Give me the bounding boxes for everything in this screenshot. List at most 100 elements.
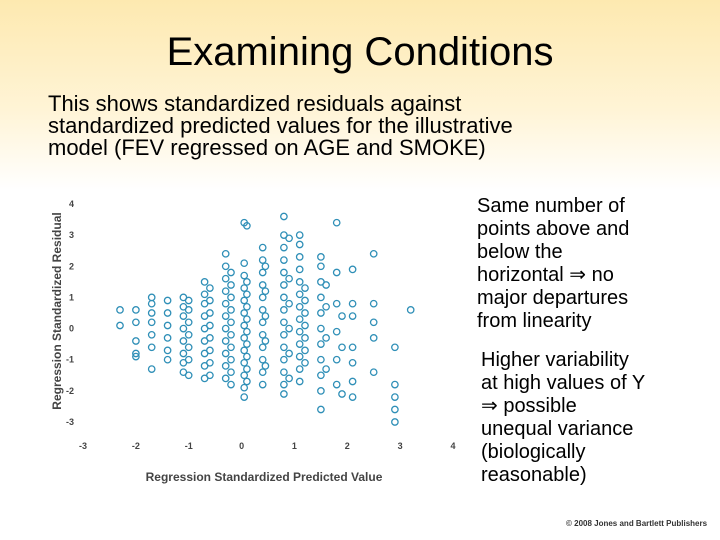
data-point: [258, 256, 267, 264]
data-point: [317, 355, 325, 364]
data-point: [221, 262, 230, 271]
data-point: [243, 221, 251, 230]
data-point: [243, 327, 251, 336]
data-point: [163, 296, 172, 305]
data-point: [285, 374, 293, 383]
data-point: [221, 312, 230, 320]
data-point: [227, 330, 235, 339]
data-point: [295, 240, 304, 249]
data-point: [243, 290, 251, 299]
data-point: [206, 371, 214, 380]
data-point: [206, 296, 214, 305]
data-point: [206, 284, 214, 292]
note-line: unequal variance: [481, 418, 634, 440]
data-point: [221, 324, 230, 333]
data-point: [184, 318, 193, 327]
data-point: [227, 368, 235, 377]
data-point: [285, 324, 293, 333]
data-point: [227, 306, 235, 314]
data-point: [163, 346, 172, 355]
intro-line: standardized predicted values for the il…: [48, 113, 513, 138]
data-point: [317, 387, 325, 395]
data-point: [285, 274, 293, 283]
data-point: [348, 265, 357, 274]
data-point: [332, 380, 341, 389]
y-tick-label: 4: [69, 199, 74, 209]
data-point: [243, 340, 251, 348]
data-point: [258, 293, 267, 302]
data-point: [147, 343, 156, 352]
data-point: [227, 281, 235, 289]
data-point: [240, 309, 249, 317]
data-point: [317, 293, 325, 302]
data-point: [369, 334, 378, 342]
data-point: [179, 337, 188, 345]
note-line: points above and: [477, 218, 630, 240]
data-point: [132, 352, 140, 361]
data-point: [147, 299, 156, 308]
data-point: [369, 318, 378, 327]
data-point: [280, 355, 288, 364]
data-point: [317, 340, 325, 348]
data-point: [184, 306, 193, 314]
data-point: [200, 290, 209, 299]
y-axis-ticks: -3 -2 -1 0 1 2 3 4: [66, 199, 74, 427]
data-point: [285, 349, 293, 358]
data-point: [184, 371, 193, 380]
data-point: [406, 306, 415, 314]
scatter-points: [116, 212, 415, 426]
data-point: [280, 306, 288, 314]
data-point: [332, 327, 341, 336]
data-point: [295, 290, 304, 299]
x-axis-title: Regression Standardized Predicted Value: [146, 470, 383, 484]
data-point: [243, 352, 251, 361]
data-point: [285, 234, 293, 243]
data-point: [206, 309, 214, 317]
x-tick-label: -2: [132, 441, 140, 451]
data-point: [147, 330, 156, 339]
data-point: [332, 355, 341, 364]
data-point: [206, 334, 214, 342]
data-point: [348, 377, 357, 386]
data-point: [295, 377, 304, 386]
data-point: [116, 306, 124, 314]
x-tick-label: 1: [292, 441, 297, 451]
data-point: [295, 253, 304, 261]
data-point: [221, 299, 230, 308]
linearity-note: Same number of points above and below th…: [477, 195, 707, 333]
data-point: [116, 321, 124, 330]
data-point: [369, 249, 378, 258]
data-point: [221, 337, 230, 345]
data-point: [243, 365, 251, 373]
y-tick-label: -3: [66, 417, 74, 427]
data-point: [280, 318, 288, 327]
data-point: [317, 324, 325, 333]
data-point: [322, 281, 330, 289]
data-point: [258, 281, 267, 289]
x-tick-label: 3: [398, 441, 403, 451]
note-line: reasonable): [481, 464, 587, 486]
intro-line: This shows standardized residuals agains…: [48, 91, 462, 116]
data-point: [295, 365, 304, 373]
data-point: [369, 368, 378, 377]
data-point: [301, 296, 309, 305]
data-point: [227, 293, 235, 302]
y-tick-label: -2: [66, 386, 74, 396]
note-line: ⇒ possible: [481, 395, 577, 417]
data-point: [184, 296, 193, 305]
data-point: [348, 393, 357, 401]
data-point: [227, 268, 235, 277]
data-point: [280, 368, 288, 377]
data-point: [301, 334, 309, 342]
data-point: [280, 343, 288, 352]
data-point: [338, 312, 346, 320]
data-point: [332, 299, 341, 308]
data-point: [301, 284, 309, 292]
data-point: [184, 355, 193, 364]
data-point: [301, 309, 309, 317]
data-point: [243, 377, 251, 386]
y-axis-title: Regression Standardized Residual: [50, 212, 64, 409]
data-point: [132, 306, 140, 314]
data-point: [261, 362, 270, 370]
